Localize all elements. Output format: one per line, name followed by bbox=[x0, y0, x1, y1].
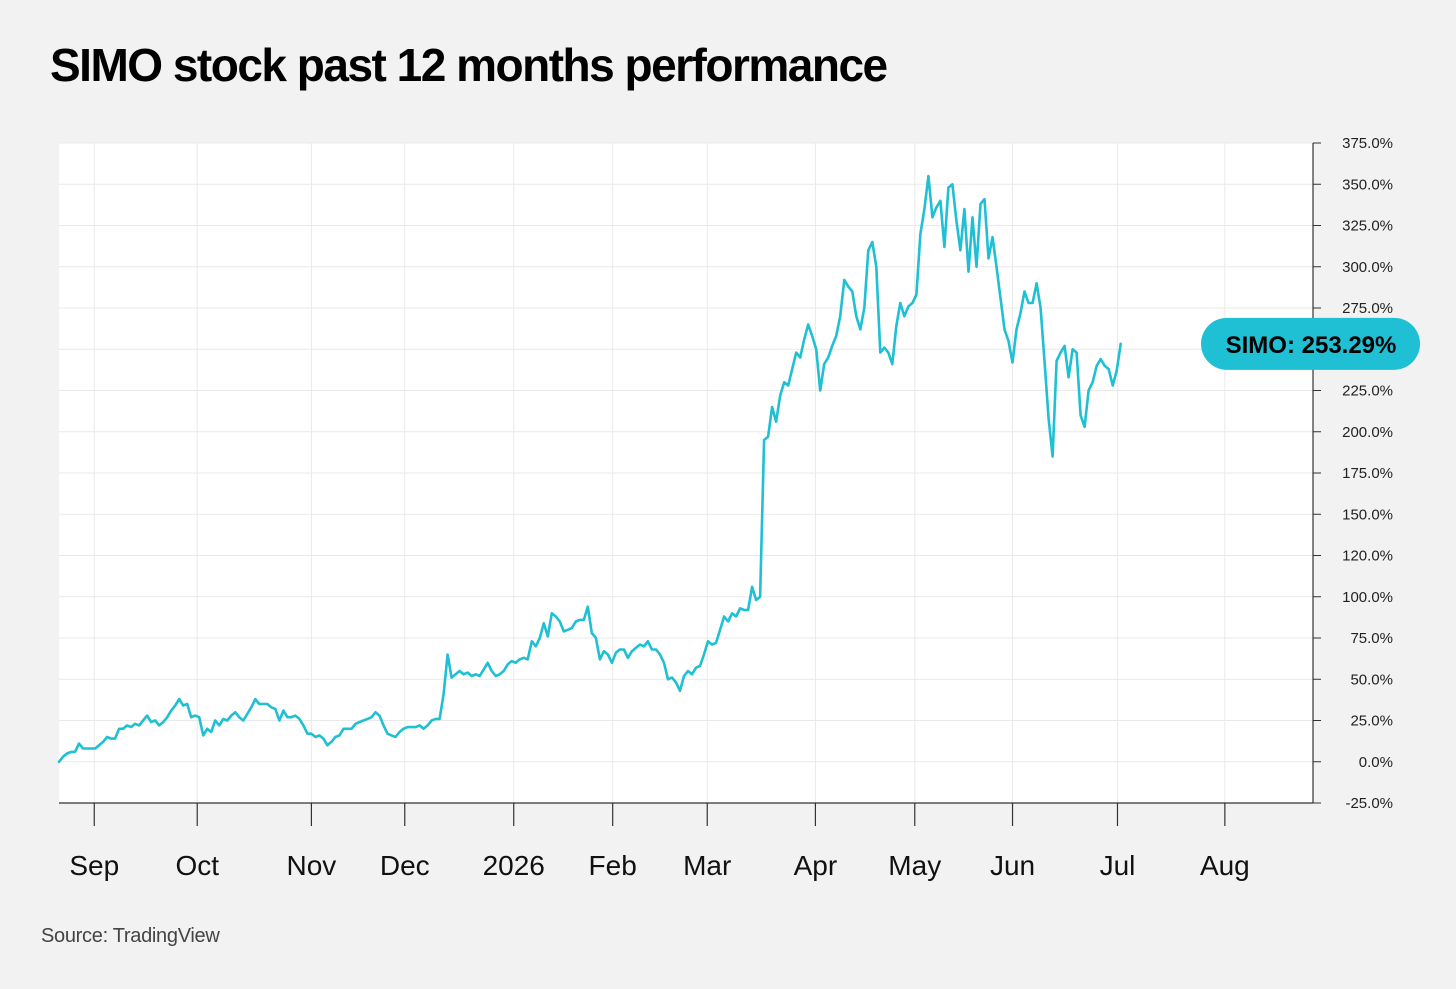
y-tick-label: -25.0% bbox=[1345, 795, 1393, 812]
x-tick-label: Sep bbox=[69, 850, 119, 881]
y-tick-label: 350.0% bbox=[1342, 176, 1393, 193]
x-tick-label: Apr bbox=[794, 850, 838, 881]
chart-title: SIMO stock past 12 months performance bbox=[50, 39, 888, 91]
x-tick-label: May bbox=[888, 850, 941, 881]
callout-badge bbox=[1201, 317, 1420, 370]
y-tick-label: 275.0% bbox=[1342, 300, 1393, 317]
y-axis-ticks: 375.0%350.0%325.0%300.0%275.0%250.0%225.… bbox=[1342, 135, 1393, 812]
series-line-simo bbox=[57, 174, 1122, 764]
y-tick-label: 175.0% bbox=[1342, 465, 1393, 482]
x-tick-label: Dec bbox=[380, 850, 430, 881]
x-tick-label: 2026 bbox=[483, 850, 545, 881]
x-tick-label: Nov bbox=[287, 850, 337, 881]
x-tick-label: Mar bbox=[683, 850, 731, 881]
x-axis-ticks: Sep Oct Nov Dec 2026 Feb Mar Apr May Jun Jul Aug bbox=[69, 850, 1249, 881]
x-tick-label: Jul bbox=[1100, 850, 1136, 881]
series-layer bbox=[57, 174, 1122, 764]
y-tick-label: 325.0% bbox=[1342, 218, 1393, 235]
x-tick-label: Aug bbox=[1200, 850, 1250, 881]
y-tick-label: 25.0% bbox=[1350, 713, 1393, 730]
y-tick-label: 375.0% bbox=[1342, 135, 1393, 152]
x-tick-label: Oct bbox=[175, 850, 219, 881]
axes bbox=[59, 142, 1321, 826]
price-callout: SIMO: 253.29% bbox=[1201, 317, 1420, 370]
y-tick-label: 100.0% bbox=[1342, 589, 1393, 606]
x-tick-label: Feb bbox=[589, 850, 637, 881]
y-tick-label: 225.0% bbox=[1342, 383, 1393, 400]
y-tick-label: 200.0% bbox=[1342, 424, 1393, 441]
callout-label: SIMO: 253.29% bbox=[1226, 332, 1397, 359]
x-tick-label: Jun bbox=[990, 850, 1035, 881]
y-tick-label: 120.0% bbox=[1342, 548, 1393, 565]
y-tick-label: 150.0% bbox=[1342, 506, 1393, 523]
y-tick-label: 0.0% bbox=[1359, 754, 1393, 771]
y-tick-label: 75.0% bbox=[1350, 630, 1393, 647]
y-tick-label: 300.0% bbox=[1342, 259, 1393, 276]
source-note: Source: TradingView bbox=[41, 925, 220, 947]
y-tick-label: 50.0% bbox=[1350, 671, 1393, 688]
